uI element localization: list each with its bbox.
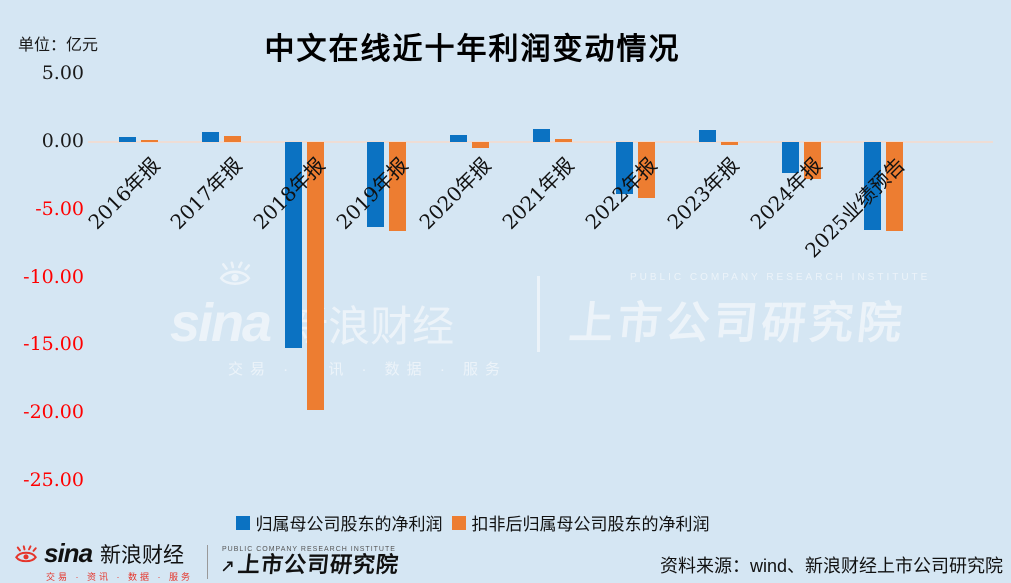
watermark-sina-text: sina xyxy=(170,293,272,353)
footer-sina-column: sina 新浪财经 交易 · 资讯 · 数据 · 服务 xyxy=(44,540,193,583)
zero-gridline xyxy=(88,141,993,143)
bar-2023年报-series1 xyxy=(720,142,738,145)
footer: sina 新浪财经 交易 · 资讯 · 数据 · 服务 PUBLIC COMPA… xyxy=(0,536,1011,583)
legend: 归属母公司股东的净利润 扣非后归属母公司股东的净利润 xyxy=(0,510,945,535)
footer-tagline: 交易 · 资讯 · 数据 · 服务 xyxy=(46,572,193,582)
x-axis-label: 2016年报 xyxy=(83,152,165,235)
watermark-sina-block: sina 新浪财经 交易 · 资讯 · 数据 · 服务 xyxy=(170,260,507,379)
bar-2022年报-series1 xyxy=(637,142,655,198)
x-axis-label: 2020年报 xyxy=(414,152,496,235)
x-axis-label: 2021年报 xyxy=(497,152,579,235)
bar-2017年报-series1 xyxy=(223,135,241,142)
y-axis-tick: -10.00 xyxy=(23,265,84,288)
y-axis-tick: 0.00 xyxy=(41,130,84,152)
bar-2020年报-series1 xyxy=(472,142,490,149)
bar-2024年报-series1 xyxy=(803,142,821,179)
bar-2021年报-series1 xyxy=(555,138,573,142)
watermark-divider xyxy=(537,276,540,352)
legend-label-net-profit: 归属母公司股东的净利润 xyxy=(255,515,443,534)
footer-sina-row: sina 新浪财经 xyxy=(44,540,193,566)
bar-2025业绩预告-series1 xyxy=(886,142,904,232)
footer-sina-text: sina xyxy=(44,538,93,568)
y-axis-tick: 5.00 xyxy=(41,62,84,85)
bar-2019年报-series0 xyxy=(367,142,385,228)
legend-item-non-recurring: 扣非后归属母公司股东的净利润 xyxy=(451,510,710,535)
chart-title: 中文在线近十年利润变动情况 xyxy=(264,33,681,66)
watermark-institute-block: PUBLIC COMPANY RESEARCH INSTITUTE 上市公司研究… xyxy=(567,262,931,351)
watermark-institute-en: PUBLIC COMPANY RESEARCH INSTITUTE xyxy=(630,272,931,283)
legend-swatch-blue xyxy=(235,515,250,530)
bar-2016年报-series0 xyxy=(119,136,136,142)
bar-2020年报-series0 xyxy=(450,135,468,142)
legend-label-non-recurring: 扣非后归属母公司股东的净利润 xyxy=(471,515,710,534)
footer-institute-en: PUBLIC COMPANY RESEARCH INSTITUTE xyxy=(222,545,396,553)
y-axis-tick: -20.00 xyxy=(23,401,84,424)
x-axis-label: 2017年报 xyxy=(165,152,248,235)
x-axis-label: 2023年报 xyxy=(662,152,745,235)
watermark-brand-row: sina 新浪财经 xyxy=(170,296,507,350)
source-note: 资料来源：wind、新浪财经上市公司研究院 xyxy=(659,556,1003,576)
bar-2025业绩预告-series0 xyxy=(864,142,882,231)
bar-2022年报-series0 xyxy=(615,142,633,194)
legend-item-net-profit: 归属母公司股东的净利润 xyxy=(235,510,443,535)
bar-2019年报-series1 xyxy=(389,142,407,232)
watermark-institute-cn: 上市公司研究院 xyxy=(566,299,909,348)
watermark-tagline: 交易 · 资讯 · 数据 · 服务 xyxy=(228,361,507,378)
y-axis-tick: -5.00 xyxy=(35,197,84,220)
bar-2023年报-series0 xyxy=(698,130,716,142)
legend-swatch-orange xyxy=(451,515,466,530)
footer-divider xyxy=(207,544,208,579)
y-axis-tick: -15.00 xyxy=(23,333,84,356)
arrow-up-right-icon xyxy=(222,559,235,577)
bar-2018年报-series0 xyxy=(284,142,302,349)
footer-brand-text: 新浪财经 xyxy=(100,544,185,567)
bar-2024年报-series0 xyxy=(781,142,799,174)
bar-2021年报-series0 xyxy=(533,129,551,142)
footer-institute-cn: 上市公司研究院 xyxy=(236,551,401,577)
footer-institute-row: 上市公司研究院 xyxy=(222,551,401,577)
unit-label: 单位：亿元 xyxy=(18,35,99,54)
bar-2017年报-series0 xyxy=(201,132,219,142)
sina-eye-icon xyxy=(218,260,252,295)
footer-brand-block: sina 新浪财经 交易 · 资讯 · 数据 · 服务 PUBLIC COMPA… xyxy=(14,540,401,583)
bar-2018年报-series1 xyxy=(306,142,324,411)
y-axis-tick: -25.00 xyxy=(23,469,84,491)
sina-eye-icon-footer xyxy=(14,544,38,571)
footer-institute-column: PUBLIC COMPANY RESEARCH INSTITUTE 上市公司研究… xyxy=(222,545,401,577)
bar-2016年报-series1 xyxy=(141,139,158,142)
